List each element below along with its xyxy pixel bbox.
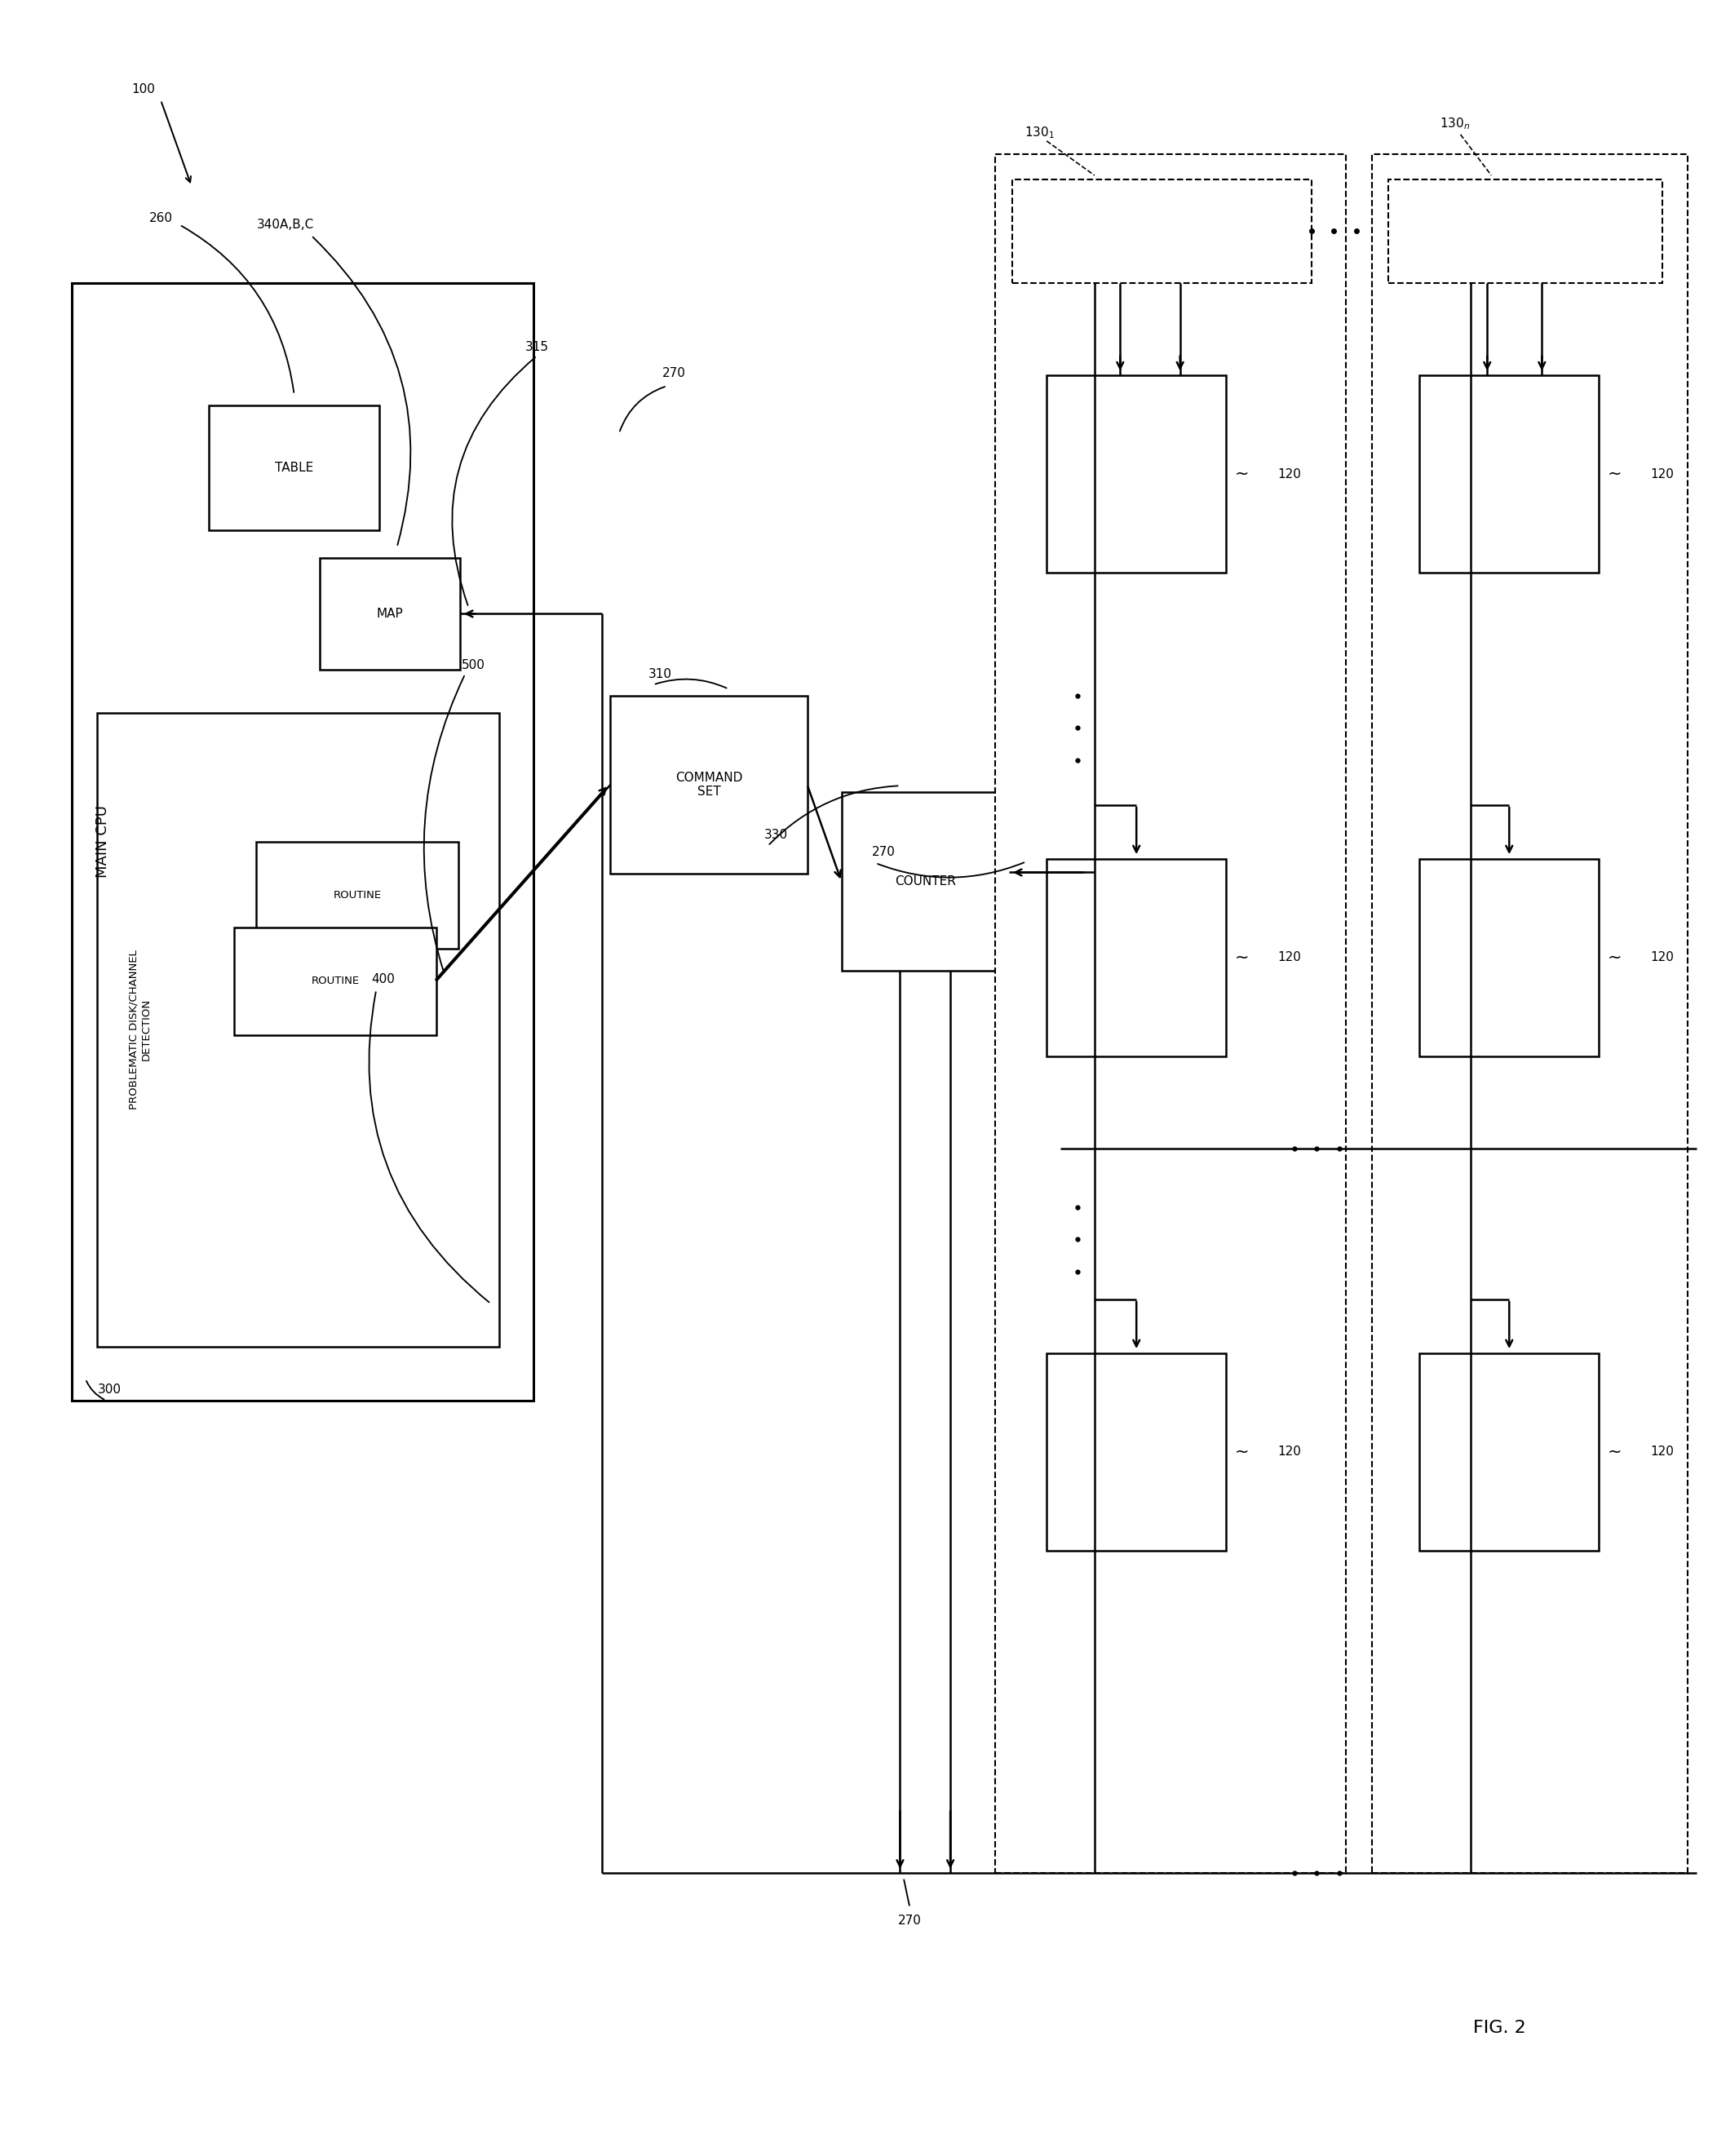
Text: 120: 120 <box>1650 951 1674 964</box>
Text: ~: ~ <box>1607 466 1623 483</box>
Text: ~: ~ <box>1235 466 1248 483</box>
Text: 120: 120 <box>1277 468 1301 481</box>
Bar <box>1047 858 1226 1056</box>
Text: 310: 310 <box>647 668 671 679</box>
Bar <box>1420 375 1599 573</box>
Text: 120: 120 <box>1650 1447 1674 1457</box>
Bar <box>256 841 458 949</box>
Bar <box>1420 1354 1599 1550</box>
Bar <box>1420 858 1599 1056</box>
Bar <box>1372 153 1688 1874</box>
Text: 400: 400 <box>371 972 395 985</box>
Bar <box>841 791 1010 970</box>
Text: FIG. 2: FIG. 2 <box>1473 2020 1526 2035</box>
Text: 120: 120 <box>1277 1447 1301 1457</box>
Bar <box>1047 375 1226 573</box>
Text: 330: 330 <box>764 830 788 841</box>
Bar <box>319 558 460 671</box>
Bar <box>72 282 534 1401</box>
Text: ~: ~ <box>1607 949 1623 966</box>
Bar <box>98 714 500 1348</box>
Text: ROUTINE: ROUTINE <box>333 890 381 901</box>
Text: ~: ~ <box>1235 1445 1248 1460</box>
Text: TABLE: TABLE <box>275 461 314 474</box>
Text: COUNTER: COUNTER <box>895 875 956 888</box>
Text: MAIN CPU: MAIN CPU <box>94 806 110 877</box>
Text: ~: ~ <box>1235 949 1248 966</box>
Bar <box>611 696 807 873</box>
Text: ROUTINE: ROUTINE <box>311 977 359 987</box>
Bar <box>209 405 379 530</box>
Text: 315: 315 <box>525 341 549 354</box>
Bar <box>234 927 436 1035</box>
Bar <box>996 153 1346 1874</box>
Text: 270: 270 <box>661 367 685 379</box>
Text: 300: 300 <box>98 1384 122 1395</box>
Text: $130_1$: $130_1$ <box>1025 125 1054 140</box>
Text: 120: 120 <box>1650 468 1674 481</box>
Text: ~: ~ <box>1607 1445 1623 1460</box>
Text: COMMAND
SET: COMMAND SET <box>675 772 742 798</box>
Bar <box>1047 1354 1226 1550</box>
Text: 120: 120 <box>1277 951 1301 964</box>
Text: 500: 500 <box>462 660 486 671</box>
Text: 270: 270 <box>872 845 896 858</box>
Text: PROBLEMATIC DISK/CHANNEL
DETECTION: PROBLEMATIC DISK/CHANNEL DETECTION <box>129 951 151 1110</box>
Text: 100: 100 <box>132 84 155 95</box>
Text: MAP: MAP <box>376 608 403 621</box>
Text: 270: 270 <box>898 1915 922 1927</box>
Bar <box>1013 179 1312 282</box>
Bar <box>1389 179 1662 282</box>
Text: 260: 260 <box>149 211 172 224</box>
Text: $130_n$: $130_n$ <box>1441 116 1470 132</box>
Text: 340A,B,C: 340A,B,C <box>256 218 314 231</box>
